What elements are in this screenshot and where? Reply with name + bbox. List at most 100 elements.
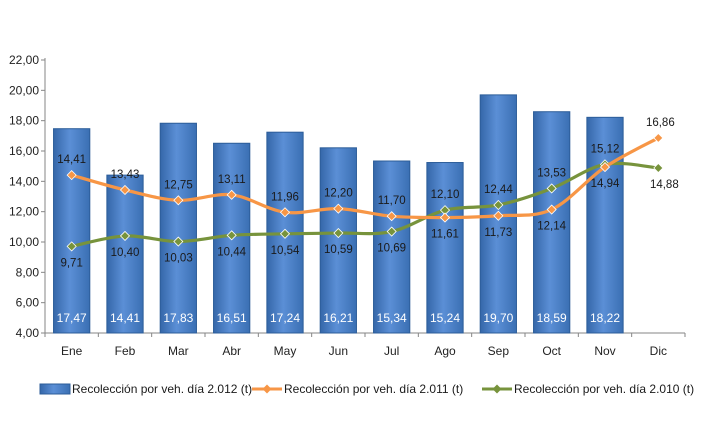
x-tick-label: May	[274, 344, 297, 358]
series-2010-point	[333, 227, 344, 239]
series-2010-value-label: 10,03	[164, 253, 193, 265]
series-2011-point	[653, 132, 664, 144]
x-tick-label: Ene	[61, 344, 83, 358]
series-2010-value-label: 10,54	[271, 245, 300, 257]
x-tick-label: Jul	[384, 344, 399, 358]
bar-value-label: 17,83	[163, 311, 193, 325]
series-2011-value-label: 13,11	[218, 174, 246, 186]
series-2011-value-label: 12,14	[537, 221, 566, 233]
data-labels: 17,47 14,41 17,83 16,51 17,24 16,21 15,34 15,24…	[57, 117, 679, 325]
bar-value-label: 17,47	[57, 311, 87, 325]
legend-label: Recolección por veh. día 2.012 (t)	[72, 382, 252, 396]
bar-value-label: 15,24	[430, 311, 460, 325]
bar-value-label: 16,21	[323, 311, 353, 325]
legend-label: Recolección por veh. día 2.011 (t)	[284, 382, 463, 396]
y-tick-label: 16,00	[9, 144, 39, 158]
legend: Recolección por veh. día 2.012 (t) Recole…	[39, 382, 694, 396]
series-2011-value-label: 11,96	[271, 191, 299, 203]
y-tick-label: 20,00	[9, 83, 39, 97]
y-tick-label: 18,00	[9, 114, 39, 128]
series-2010-point	[173, 236, 184, 247]
series-2011-value-label: 11,61	[431, 229, 459, 241]
legend-swatch-bar	[39, 383, 71, 395]
y-tick-label: 22,00	[9, 53, 39, 67]
series-2010-value-label: 9,71	[60, 257, 82, 269]
series-2011-point	[119, 184, 131, 196]
series-2011-point	[493, 210, 504, 221]
series-2010-line	[71, 161, 659, 248]
bar	[426, 162, 464, 334]
series-2011-point	[226, 189, 237, 200]
line-series	[66, 132, 664, 252]
series-2011-value-label: 14,94	[591, 178, 620, 190]
series-2010-value-label: 10,69	[377, 243, 406, 255]
series-2010-value-label: 10,40	[111, 247, 140, 259]
x-tick-label: Jun	[329, 344, 348, 358]
series-2011-value-label: 12,20	[324, 188, 353, 200]
bar-value-label: 18,22	[590, 311, 620, 325]
legend-swatch-marker	[492, 384, 502, 394]
x-tick-label: Ago	[434, 344, 456, 358]
x-tick-label: Feb	[115, 344, 136, 358]
bar-value-label: 17,24	[270, 311, 300, 325]
bar-series	[53, 94, 624, 334]
series-2011-point	[599, 162, 611, 173]
series-2011-value-label: 13,43	[111, 169, 140, 181]
series-2011-point	[439, 212, 451, 223]
series-2010-value-label: 12,44	[484, 184, 513, 196]
series-2011-point	[333, 203, 344, 214]
bar	[533, 111, 571, 334]
series-2010-point	[279, 228, 291, 239]
bar-value-label: 15,34	[377, 311, 407, 325]
series-2010-value-label: 15,12	[591, 143, 620, 155]
series-2011-value-label: 11,73	[484, 227, 512, 239]
series-2010-value-label: 13,53	[537, 167, 566, 179]
series-2010-point	[226, 230, 237, 241]
legend-label: Recolección por veh. día 2.010 (t)	[514, 382, 694, 396]
bar-value-label: 18,59	[537, 311, 567, 325]
x-tick-label: Abr	[222, 344, 241, 358]
y-tick-label: 8,00	[16, 265, 40, 279]
series-2010-point	[386, 226, 397, 237]
series-2011-point	[546, 204, 557, 215]
y-tick-label: 4,00	[16, 326, 40, 340]
series-2011-value-label: 14,41	[57, 154, 86, 166]
series-2010-value-label: 12,10	[431, 189, 460, 201]
series-2011-point	[173, 195, 184, 206]
series-2010-point	[546, 183, 557, 194]
series-2010-point	[66, 241, 77, 252]
x-tick-label: Mar	[168, 344, 189, 358]
series-2010-value-label: 14,88	[650, 179, 679, 191]
series-2011-value-label: 16,86	[646, 117, 675, 129]
x-tick-label: Sep	[488, 344, 510, 358]
series-2010-value-label: 10,44	[217, 246, 246, 258]
series-2011-value-label: 12,75	[164, 179, 193, 191]
bar-value-label: 19,70	[483, 311, 513, 325]
bar	[53, 128, 91, 334]
bar	[159, 122, 197, 334]
series-2011-point	[66, 170, 77, 181]
series-2010-point	[119, 230, 131, 241]
x-tick-label: Oct	[542, 344, 561, 358]
bar-value-label: 14,41	[110, 311, 140, 325]
y-tick-label: 6,00	[16, 296, 40, 310]
series-2010-point	[493, 199, 504, 211]
bar	[586, 116, 624, 334]
series-2011-point	[279, 207, 291, 218]
y-tick-label: 12,00	[9, 205, 39, 219]
series-2010-point	[653, 162, 664, 174]
y-tick-label: 10,00	[9, 235, 39, 249]
bar	[373, 160, 411, 334]
series-2011-value-label: 11,70	[378, 195, 406, 207]
axes: 4,00 6,00 8,00 10,00 12,00 14,00 16,00 18,00 20,…	[9, 53, 686, 358]
y-tick-label: 14,00	[9, 174, 39, 188]
bar-value-label: 16,51	[217, 311, 247, 325]
x-tick-label: Dic	[650, 344, 667, 358]
series-2011-point	[386, 211, 397, 222]
bar	[106, 174, 144, 334]
series-2010-value-label: 10,59	[324, 244, 353, 256]
x-tick-label: Nov	[594, 344, 615, 358]
legend-swatch-marker	[262, 384, 272, 394]
bar	[319, 147, 357, 334]
